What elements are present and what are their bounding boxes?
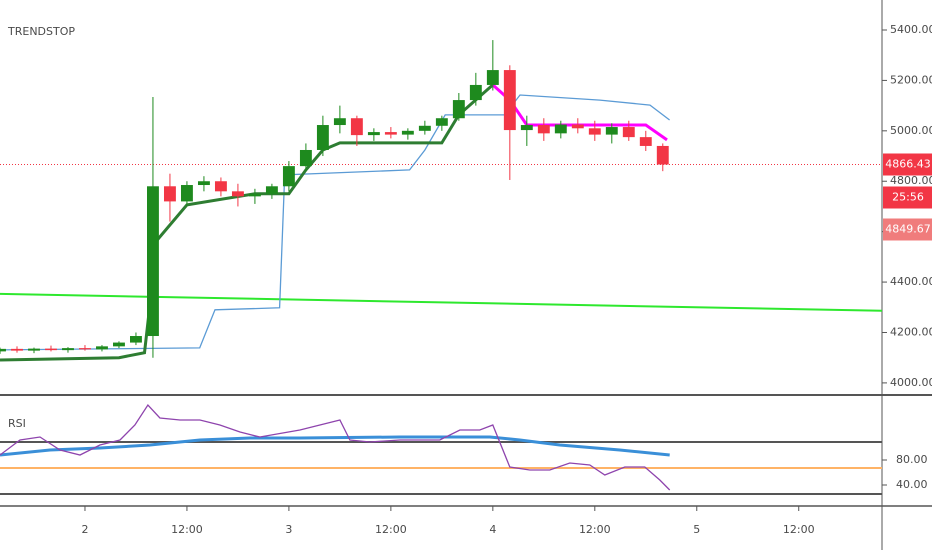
- y-tick-label: 80.00: [896, 453, 928, 466]
- candle-body: [163, 186, 176, 202]
- candle-body: [656, 145, 669, 165]
- candle-body: [469, 84, 482, 101]
- x-tick-label: 3: [285, 523, 292, 536]
- x-tick-label: 2: [81, 523, 88, 536]
- candle-body: [622, 127, 635, 138]
- price-tag: [883, 153, 932, 176]
- x-tick-label: 12:00: [171, 523, 203, 536]
- rsi-title: RSI: [8, 417, 26, 430]
- candle-body: [520, 125, 533, 131]
- line: [0, 435, 670, 457]
- price-tag-label: 25:56: [892, 190, 924, 203]
- candle-body: [554, 124, 567, 134]
- line: [0, 83, 494, 362]
- y-tick-label: 4200.00: [890, 325, 932, 338]
- y-tick-label: 40.00: [896, 478, 928, 491]
- candle-body: [231, 191, 244, 197]
- candle-body: [197, 181, 210, 186]
- candle-body: [503, 70, 516, 131]
- candle-body: [11, 348, 23, 351]
- price-tag: [883, 186, 932, 209]
- candle-body: [147, 186, 159, 337]
- candle-body: [265, 186, 278, 194]
- y-tick-label: 4400.00: [890, 275, 932, 288]
- line: [0, 403, 671, 491]
- candle-body: [367, 132, 380, 136]
- candle-body: [571, 124, 584, 129]
- candle-body: [605, 127, 618, 135]
- y-tick-label: 5000.00: [890, 124, 932, 137]
- candle-body: [282, 166, 295, 187]
- candle-body: [384, 132, 397, 135]
- x-tick-label: 12:00: [579, 523, 611, 536]
- candle-body: [214, 181, 227, 192]
- candle-body: [79, 348, 91, 350]
- price-tag-label: 4866.43: [885, 157, 931, 170]
- candle-body: [350, 118, 363, 136]
- x-tick-label: 12:00: [375, 523, 407, 536]
- chart-title: TRENDSTOP: [7, 25, 75, 38]
- candle-body: [130, 336, 142, 343]
- candle-body: [62, 348, 74, 351]
- candle-body: [45, 348, 57, 351]
- x-tick-label: 5: [693, 523, 700, 536]
- y-tick-label: 5200.00: [890, 73, 932, 86]
- candle-body: [435, 118, 448, 126]
- y-tick-label: 4000.00: [890, 376, 932, 389]
- candle-body: [639, 137, 652, 146]
- candle-body: [248, 193, 261, 197]
- candle-body: [418, 125, 431, 131]
- candle-body: [180, 185, 193, 202]
- candle-body: [486, 70, 499, 85]
- candle-body: [452, 100, 465, 119]
- x-tick-label: 4: [489, 523, 496, 536]
- candle-body: [28, 348, 40, 351]
- candle-body: [588, 128, 601, 135]
- y-tick-label: 4800.00: [890, 174, 932, 187]
- candle-body: [0, 348, 6, 352]
- candle-body: [537, 125, 550, 134]
- y-tick-label: 5400.00: [890, 23, 932, 36]
- candle-body: [96, 346, 108, 350]
- candle-body: [316, 125, 329, 150]
- x-tick-label: 12:00: [783, 523, 815, 536]
- candle-body: [401, 130, 414, 135]
- candle-body: [333, 118, 346, 126]
- candle-body: [113, 342, 125, 347]
- candle-body: [299, 149, 312, 167]
- price-tag-label: 4849.67: [885, 222, 931, 235]
- price-tag: [883, 218, 932, 241]
- line: [0, 94, 670, 351]
